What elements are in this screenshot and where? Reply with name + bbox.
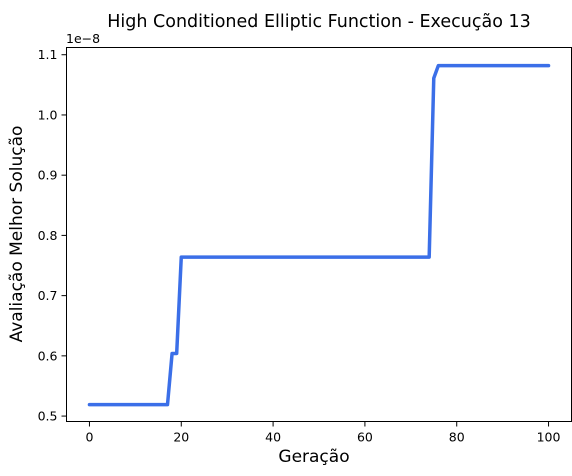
chart-title: High Conditioned Elliptic Function - Exe… [107,12,531,32]
x-axis: 0 20 40 60 80 100 [85,421,561,445]
plot-frame [66,47,572,422]
series-line-0 [87,63,551,407]
y-tick-label: 0.7 [38,288,58,303]
x-axis-label: Geração [278,447,349,467]
y-tick-label: 1.1 [38,47,58,62]
x-tick-label: 60 [357,430,373,445]
y-tick-label: 0.9 [38,168,58,183]
y-tick-label: 0.5 [38,409,58,424]
y-tick-label: 0.8 [38,228,58,243]
plot-area [87,63,551,407]
y-tick-label: 1.0 [38,107,58,122]
x-tick-label: 100 [537,430,561,445]
y-tick-label: 0.6 [38,348,58,363]
x-tick-label: 80 [449,430,465,445]
x-tick-label: 0 [85,430,93,445]
y-axis: 0.5 0.6 0.7 0.8 0.9 1.0 1.1 [38,47,67,424]
x-tick-label: 40 [265,430,281,445]
x-tick-label: 20 [173,430,189,445]
y-offset-label: 1e−8 [66,31,100,46]
y-axis-label: Avaliação Melhor Solução [7,126,27,343]
